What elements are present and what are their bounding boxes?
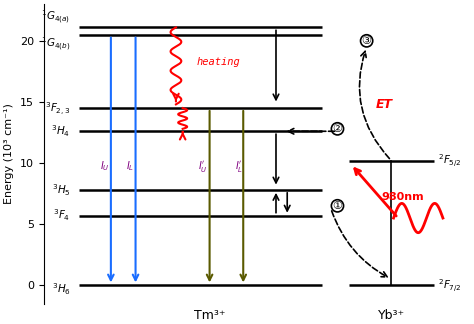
Text: $^3F_4$: $^3F_4$ [53, 208, 71, 224]
Text: Yb³⁺: Yb³⁺ [378, 309, 405, 322]
Text: $^3H_5$: $^3H_5$ [52, 182, 71, 198]
Text: $I_L$: $I_L$ [126, 159, 134, 173]
Text: ②: ② [332, 124, 343, 134]
Text: $I_L'$: $I_L'$ [235, 159, 243, 174]
Text: $^1G_{4(a)}$: $^1G_{4(a)}$ [41, 9, 71, 26]
Text: $^3H_6$: $^3H_6$ [52, 281, 71, 297]
Text: 980nm: 980nm [381, 192, 424, 202]
Text: Tm³⁺: Tm³⁺ [194, 309, 225, 322]
Text: $^3F_{2,3}$: $^3F_{2,3}$ [45, 99, 71, 117]
Text: $^2F_{7/2}$: $^2F_{7/2}$ [438, 277, 462, 294]
Text: $I_U$: $I_U$ [100, 159, 110, 173]
Text: $I_U'$: $I_U'$ [198, 159, 208, 174]
Text: $^2F_{5/2}$: $^2F_{5/2}$ [438, 152, 462, 169]
Text: $^3H_4$: $^3H_4$ [52, 123, 71, 139]
Text: ET: ET [376, 98, 393, 111]
Text: ③: ③ [362, 36, 372, 46]
Text: heating: heating [196, 57, 240, 67]
Text: ①: ① [332, 201, 343, 211]
Text: $^1G_{4(b)}$: $^1G_{4(b)}$ [41, 36, 71, 53]
Y-axis label: Energy (10³ cm⁻¹): Energy (10³ cm⁻¹) [4, 103, 14, 204]
